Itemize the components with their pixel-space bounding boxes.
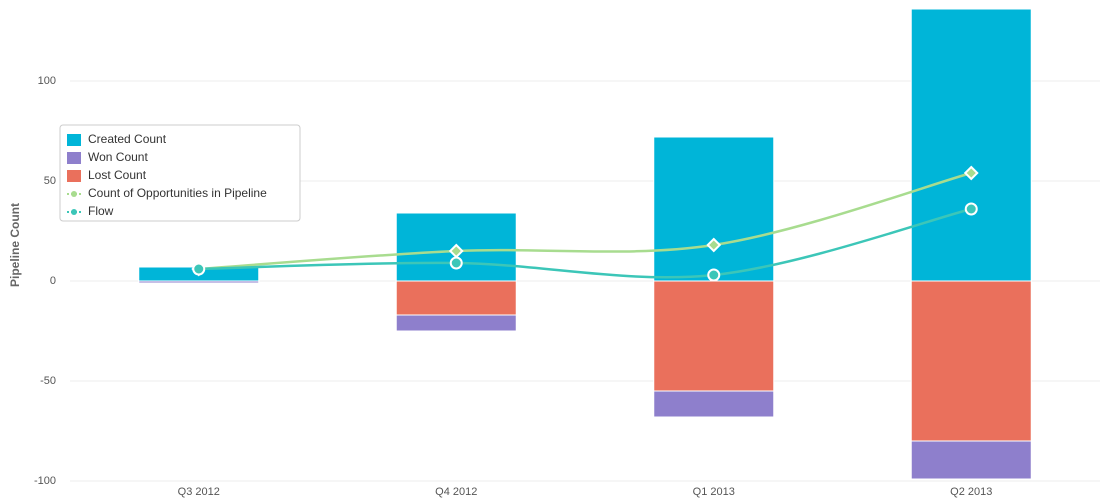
bar	[910, 280, 1032, 442]
legend-swatch	[67, 170, 81, 182]
legend-label: Count of Opportunities in Pipeline	[88, 186, 267, 200]
marker	[963, 165, 979, 181]
y-tick-label: 50	[44, 175, 56, 187]
y-tick-label: -100	[34, 475, 56, 487]
bar	[653, 280, 775, 392]
marker	[706, 237, 722, 253]
x-tick-label: Q2 2013	[950, 486, 992, 498]
marker	[449, 256, 463, 270]
legend-label: Created Count	[88, 132, 167, 146]
legend-label: Won Count	[88, 150, 148, 164]
y-tick-label: 0	[50, 275, 56, 287]
line	[198, 207, 972, 279]
legend-box	[59, 124, 301, 222]
bar	[395, 314, 517, 332]
bar	[395, 280, 517, 316]
y-tick-label: 100	[38, 75, 56, 87]
bar	[910, 440, 1032, 480]
marker	[707, 268, 721, 282]
y-tick-label: -50	[40, 375, 56, 387]
x-tick-label: Q1 2013	[693, 486, 735, 498]
marker	[964, 202, 978, 216]
legend-swatch	[67, 152, 81, 164]
legend-label: Lost Count	[88, 168, 147, 182]
legend-swatch	[67, 134, 81, 146]
bar	[138, 280, 260, 284]
x-tick-label: Q4 2012	[435, 486, 477, 498]
legend-label: Flow	[88, 204, 114, 218]
x-tick-label: Q3 2012	[178, 486, 220, 498]
legend-swatch	[71, 209, 77, 215]
bar	[653, 136, 775, 282]
legend-swatch	[71, 191, 77, 197]
bar	[910, 8, 1032, 282]
y-axis-label: Pipeline Count	[8, 203, 22, 287]
legend: Created Count Won Count Lost Count Count of…	[59, 124, 301, 222]
marker	[192, 262, 206, 276]
line	[198, 171, 972, 271]
bar	[653, 390, 775, 418]
